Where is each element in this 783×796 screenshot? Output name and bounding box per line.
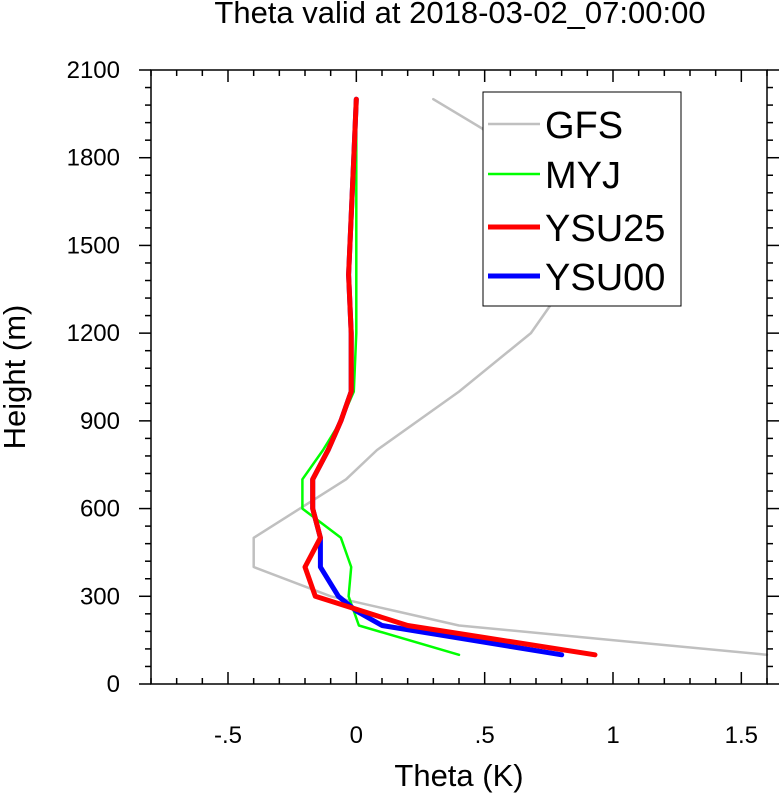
legend-label-myj: MYJ xyxy=(545,155,621,197)
series-line-ysu25 xyxy=(302,96,598,658)
legend-box xyxy=(482,91,682,307)
y-tick-label: 0 xyxy=(107,671,120,698)
x-tick-label: .5 xyxy=(475,722,495,749)
y-tick-label: 600 xyxy=(80,496,120,523)
series-line-myj xyxy=(301,97,461,657)
legend: GFS MYJ YSU25 YSU00 xyxy=(482,91,682,307)
y-tick-label: 1800 xyxy=(67,145,120,172)
x-tick-label: 0 xyxy=(350,722,363,749)
ticks-layer: -.5 0 .5 1 1.5 0 300 600 900 1200 1500 1800 2100 xyxy=(67,57,779,749)
x-axis-title: Theta (K) xyxy=(394,758,523,793)
x-tick-label: 1.5 xyxy=(725,722,758,749)
legend-label-gfs: GFS xyxy=(545,105,623,147)
y-axis-title: Height (m) xyxy=(0,305,32,450)
legend-label-ysu25: YSU25 xyxy=(545,208,665,250)
y-tick-label: 2100 xyxy=(67,57,120,84)
y-tick-label: 1200 xyxy=(67,320,120,347)
y-tick-label: 300 xyxy=(80,583,120,610)
x-tick-label: 1 xyxy=(606,722,619,749)
x-tick-label: -.5 xyxy=(214,722,242,749)
legend-label-ysu00: YSU00 xyxy=(545,257,665,299)
y-tick-label: 1500 xyxy=(67,232,120,259)
y-tick-label: 900 xyxy=(80,408,120,435)
chart-title: Theta valid at 2018-03-02_07:00:00 xyxy=(214,0,705,30)
